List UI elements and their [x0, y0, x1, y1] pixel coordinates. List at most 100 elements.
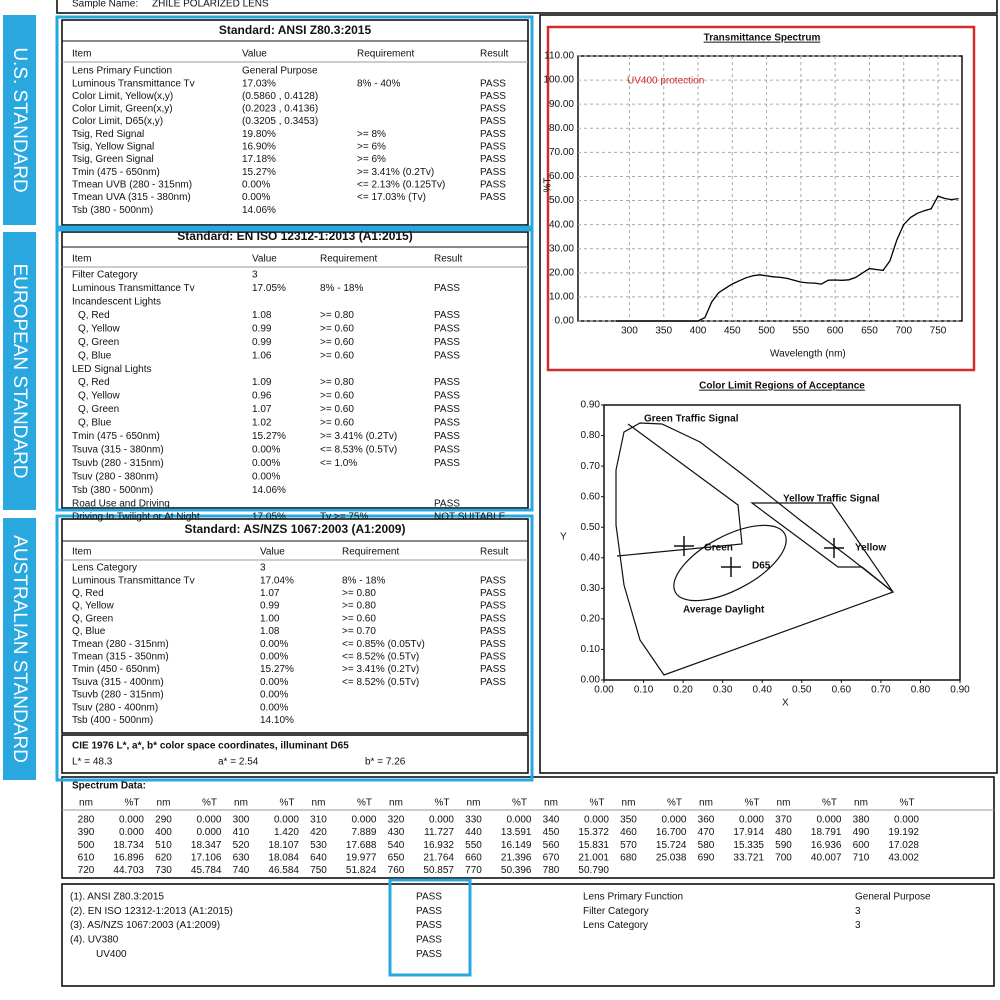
cell: 46.584 — [268, 865, 299, 876]
column-header: nm — [312, 798, 326, 809]
cell: 1.06 — [252, 350, 272, 361]
cell: <= 1.0% — [320, 458, 357, 469]
region-label: Yellow — [855, 543, 886, 554]
cell: 700 — [775, 852, 792, 863]
cell: 370 — [775, 815, 792, 826]
cell: 750 — [310, 865, 327, 876]
cell: Q, Green — [72, 613, 113, 624]
cell: 33.721 — [733, 852, 764, 863]
y-tick-label: 20.00 — [549, 267, 574, 278]
cell: PASS — [480, 104, 506, 115]
y-tick-label: 0.80 — [581, 430, 601, 441]
cell: Q, Red — [78, 310, 110, 321]
cell: 0.000 — [584, 815, 609, 826]
cell: PASS — [480, 588, 506, 599]
y-tick-label: 0.00 — [555, 316, 575, 327]
column-header: Requirement — [320, 254, 377, 265]
x-axis-label: Wavelength (nm) — [770, 349, 846, 360]
cell: 560 — [543, 840, 560, 851]
y-tick-label: 0.60 — [581, 491, 601, 502]
cell: 780 — [543, 865, 560, 876]
cell: PASS — [480, 129, 506, 140]
table-title: Standard: AS/NZS 1067:2003 (A1:2009) — [185, 522, 406, 536]
cell: >= 3.41% (0.2Tv) — [320, 431, 397, 442]
us-box — [61, 19, 529, 226]
cell: Q, Green — [78, 404, 119, 415]
cell: 7.889 — [351, 827, 376, 838]
standard-result: PASS — [416, 920, 442, 931]
cell: 0.00% — [260, 652, 288, 663]
cie-value: L* = 48.3 — [72, 757, 113, 768]
cell: 8% - 18% — [320, 283, 363, 294]
cell: 420 — [310, 827, 327, 838]
au-highlight — [55, 514, 534, 782]
pass-highlight — [388, 878, 472, 977]
column-header: nm — [777, 798, 791, 809]
y-tick-label: 80.00 — [549, 123, 574, 134]
column-header: %T — [280, 798, 295, 809]
cell: 3 — [260, 563, 266, 574]
cell: 14.10% — [260, 715, 294, 726]
column-header: nm — [157, 798, 171, 809]
chromaticity-shapes — [615, 422, 895, 676]
cell: 21.764 — [423, 852, 454, 863]
cell: 400 — [155, 827, 172, 838]
x-tick-label: 650 — [861, 326, 878, 337]
cell: Tsuva (315 - 380nm) — [72, 444, 164, 455]
cell: 15.27% — [252, 431, 286, 442]
cell: 640 — [310, 852, 327, 863]
cell: NOT SUITABLE — [434, 512, 506, 523]
cell: PASS — [480, 142, 506, 153]
cell: >= 8% — [357, 129, 386, 140]
region-label: Average Daylight — [683, 605, 765, 616]
column-header: nm — [467, 798, 481, 809]
cell: 50.396 — [501, 865, 532, 876]
column-header: %T — [745, 798, 760, 809]
cell: Road Use and Driving — [72, 498, 170, 509]
cell: 380 — [853, 815, 870, 826]
y-tick-label: 0.20 — [581, 614, 601, 625]
sample-value: ZHILE POLARIZED LENS — [152, 0, 269, 10]
cell: 0.00% — [260, 690, 288, 701]
cell: PASS — [480, 78, 506, 89]
cell: 710 — [853, 852, 870, 863]
cell: 19.192 — [888, 827, 919, 838]
cell: 16.932 — [423, 840, 454, 851]
daylight-region — [673, 524, 787, 602]
cell: 770 — [465, 865, 482, 876]
cell: 350 — [620, 815, 637, 826]
y-tick-label: 0.10 — [581, 644, 601, 655]
cell: <= 17.03% (Tv) — [357, 192, 426, 203]
cell: Driving In Twilight or At Night — [72, 512, 200, 523]
cell: Tmin (475 - 650nm) — [72, 431, 160, 442]
cell: 680 — [620, 852, 637, 863]
cell: >= 0.60 — [320, 323, 354, 334]
cell: 8% - 18% — [342, 575, 385, 586]
plot-area — [577, 55, 963, 322]
cell: Q, Yellow — [72, 601, 114, 612]
property-value: General Purpose — [855, 892, 931, 903]
cell: >= 0.60 — [342, 613, 376, 624]
cell: 0.000 — [506, 815, 531, 826]
cell: 1.08 — [252, 310, 272, 321]
cell: (0.3205 , 0.3453) — [242, 116, 318, 127]
cell: 18.791 — [811, 827, 842, 838]
cell: Tmin (475 - 650nm) — [72, 167, 160, 178]
cell: Tv >= 75% — [320, 512, 368, 523]
cell: Lens Category — [72, 563, 137, 574]
cell: Tsb (380 - 500nm) — [72, 205, 153, 216]
au-tab — [3, 518, 36, 780]
annotation: UV400 protection — [627, 76, 704, 87]
cell: Tsuv (280 - 400nm) — [72, 702, 158, 713]
x-tick-label: 600 — [827, 326, 844, 337]
x-tick-label: 0.80 — [911, 685, 931, 696]
cell: 17.18% — [242, 154, 276, 165]
cell: <= 8.52% (0.5Tv) — [342, 677, 419, 688]
green-region — [616, 423, 743, 557]
cell: 670 — [543, 852, 560, 863]
cell: PASS — [434, 323, 460, 334]
us-highlight — [55, 15, 534, 229]
cell: 0.000 — [351, 815, 376, 826]
column-header: %T — [822, 798, 837, 809]
